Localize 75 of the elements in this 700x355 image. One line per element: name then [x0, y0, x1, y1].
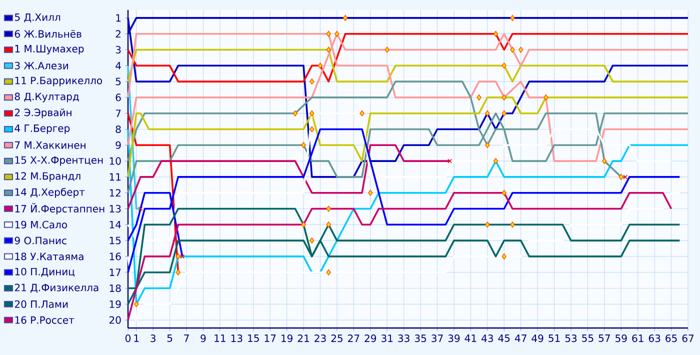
x-tick-label: 3 [150, 334, 156, 342]
x-tick-label: 45 [498, 334, 510, 342]
x-tick-label: 25 [331, 334, 342, 342]
x-tick-label: 29 [364, 334, 376, 342]
x-tick-label: 13 [231, 334, 242, 342]
y-tick-label: 8 [116, 125, 121, 134]
y-tick-label: 20 [109, 316, 121, 324]
legend-label: 16 Р.Россет [15, 316, 74, 324]
x-tick-label: 49 [532, 334, 544, 342]
x-tick-label: 17 [264, 334, 276, 342]
y-tick-label: 7 [116, 110, 121, 117]
x-tick-label: 21 [298, 334, 309, 342]
legend-label: 17 Й.Ферстаппен [15, 203, 104, 214]
y-tick-label: 9 [116, 141, 121, 149]
x-tick-label: 41 [464, 334, 476, 342]
y-tick-label: 11 [110, 173, 121, 181]
legend-label: 2 Э.Эрвайн [14, 108, 72, 118]
y-tick-label: 6 [116, 94, 121, 102]
y-tick-label: 13 [110, 204, 121, 213]
x-tick-label: 67 [682, 334, 694, 342]
y-tick-label: 18 [110, 284, 121, 292]
x-tick-label: 9 [200, 334, 206, 342]
legend-label: 14 Д.Херберт [15, 188, 85, 198]
x-tick-label: 39 [448, 334, 460, 342]
y-tick-label: 10 [110, 157, 121, 165]
x-tick-label: 53 [565, 334, 577, 342]
y-tick-label: 16 [110, 252, 121, 260]
legend-label: 19 М.Сало [15, 220, 67, 228]
legend-label: 11 Р.Баррикелло [15, 76, 102, 86]
x-tick-label: 1 [134, 334, 139, 342]
x-tick-label: 61 [632, 334, 644, 342]
legend-label: 20 П.Лами [14, 300, 68, 308]
legend-label: 12 М.Брандл [15, 172, 80, 182]
x-tick-label: 23 [314, 334, 326, 342]
x-tick-label: 51 [548, 334, 560, 342]
x-tick-label: 59 [616, 334, 627, 342]
x-tick-label: 37 [432, 334, 443, 342]
y-tick-label: 17 [110, 268, 121, 276]
legend-label: 5 Д.Хилл [14, 14, 60, 22]
x-tick-label: 19 [282, 334, 292, 342]
x-tick-label: 65 [666, 334, 677, 342]
legend-label: 21 Д.Физикелла [14, 284, 98, 293]
x-tick-label: 7 [184, 334, 189, 342]
x-tick-label: 63 [648, 334, 660, 342]
y-tick-label: 4 [116, 62, 121, 70]
y-tick-label: 12 [110, 189, 120, 197]
x-tick-label: 5 [167, 334, 172, 342]
x-tick-label: 43 [482, 334, 493, 342]
x-tick-label: 31 [382, 334, 393, 342]
legend-label: 4 Г.Бергер [14, 124, 70, 134]
y-tick-label: 1 [116, 14, 121, 22]
legend-label: 6 Ж.Вильнёв [14, 30, 82, 38]
legend-label: 18 У.Катаяма [15, 252, 84, 260]
y-tick-label: 5 [116, 78, 121, 86]
x-tick-label: 35 [414, 334, 426, 342]
x-tick-label: 33 [398, 334, 410, 342]
x-tick-label: 15 [248, 334, 259, 342]
x-tick-label: 57 [598, 334, 610, 342]
x-tick-label: 55 [582, 334, 594, 342]
y-tick-label: 3 [116, 46, 121, 54]
y-tick-label: 14 [110, 220, 121, 228]
x-tick-label: 0 [125, 334, 131, 342]
legend-label: 15 Х-Х.Френтцен [15, 156, 103, 166]
legend-label: 1 М.Шумахер [15, 45, 84, 54]
legend-label: 9 О.Панис [14, 236, 66, 244]
legend-label: 7 М.Хаккинен [15, 141, 86, 149]
legend-label: 10 П.Диниц [15, 268, 74, 277]
y-tick-label: 2 [116, 30, 120, 38]
x-tick-label: 47 [514, 334, 526, 342]
legend-label: 8 Д.Култард [14, 92, 79, 102]
y-tick-label: 15 [110, 236, 121, 244]
y-tick-label: 19 [110, 300, 121, 308]
x-tick-label: 27 [348, 334, 360, 342]
legend-label: 3 Ж.Алези [14, 62, 68, 70]
x-tick-label: 11 [214, 334, 226, 342]
